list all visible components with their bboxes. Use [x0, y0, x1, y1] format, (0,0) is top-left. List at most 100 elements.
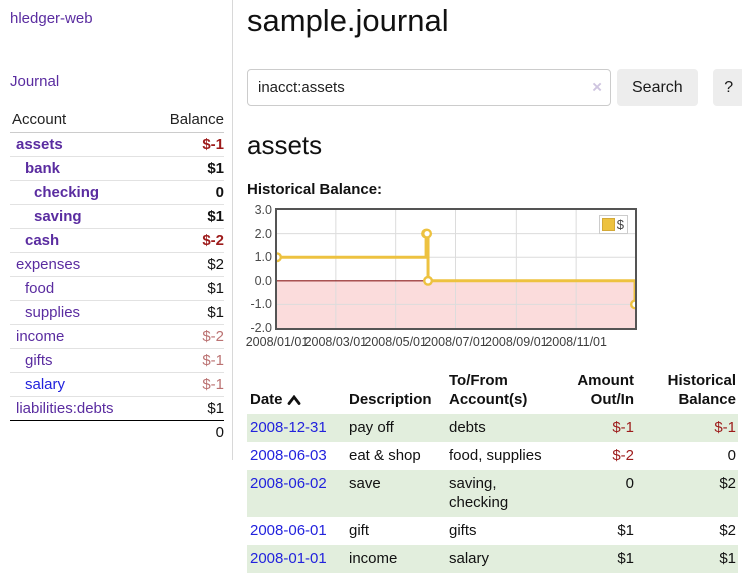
legend-swatch-icon	[601, 218, 615, 231]
help-button[interactable]: ?	[712, 69, 742, 106]
transaction-description: pay off	[349, 419, 394, 436]
y-tick-label: 1.0	[254, 250, 272, 265]
transaction-balance: 0	[727, 447, 736, 464]
account-link[interactable]: checking	[34, 184, 100, 201]
transaction-balance: $2	[719, 522, 736, 539]
transaction-amount: $-2	[612, 447, 634, 464]
y-tick-label: 2.0	[254, 226, 272, 241]
account-link[interactable]: income	[16, 328, 65, 345]
account-row: liabilities:debts $1	[10, 396, 224, 421]
account-balance: $2	[148, 252, 224, 277]
transaction-accounts: salary	[449, 550, 490, 567]
account-balance: $1	[148, 156, 224, 181]
account-link[interactable]: salary	[25, 376, 66, 393]
register-header-balance[interactable]: Historical Balance	[667, 372, 736, 408]
accounts-total-row: 0	[10, 420, 224, 444]
account-row: salary $-1	[10, 372, 224, 397]
page-title: sample.journal	[247, 3, 449, 38]
account-balance: $1	[148, 276, 224, 301]
account-link[interactable]: expenses	[16, 256, 81, 273]
accounts-header-balance: Balance	[148, 109, 224, 133]
transaction-row: 2008-06-02 save saving, checking 0 $2	[247, 470, 738, 517]
account-link[interactable]: liabilities:debts	[16, 400, 114, 417]
transaction-balance: $1	[719, 550, 736, 567]
account-row: food $1	[10, 276, 224, 301]
x-tick-label: 2008/11/01	[545, 335, 607, 349]
x-tick-label: 2008/09/01	[485, 335, 548, 349]
account-row: saving $1	[10, 204, 224, 229]
historical-balance-label: Historical Balance:	[247, 181, 383, 198]
transaction-description: gift	[349, 522, 370, 539]
transaction-amount: 0	[625, 475, 634, 492]
historical-balance-chart: 3.0 2.0 1.0 0.0 -1.0 -2.0 $ 2008/01/01 2008/03…	[246, 203, 742, 353]
register-header-amount[interactable]: Amount Out/In	[577, 372, 634, 408]
account-balance: $1	[148, 204, 224, 229]
account-row: bank $1	[10, 156, 224, 181]
chart-legend: $	[598, 215, 628, 234]
transaction-description: save	[349, 475, 381, 492]
transaction-description: eat & shop	[349, 447, 421, 464]
y-tick-label: -2.0	[250, 321, 272, 335]
brand-link[interactable]: hledger-web	[10, 10, 93, 27]
y-tick-label: 0.0	[254, 273, 272, 288]
transaction-balance: $-1	[714, 419, 736, 436]
register-header-description[interactable]: Description	[349, 391, 432, 408]
account-row: income $-2	[10, 324, 224, 349]
transaction-date-link[interactable]: 2008-12-31	[250, 419, 327, 436]
transaction-row: 2008-01-01 income salary $1 $1	[247, 545, 738, 573]
account-link[interactable]: supplies	[25, 304, 81, 321]
x-tick-label: 2008/07/01	[424, 335, 487, 349]
transaction-date-link[interactable]: 2008-01-01	[250, 550, 327, 567]
account-balance: $-1	[148, 372, 224, 397]
chart-x-axis: 2008/01/01 2008/03/01 2008/05/01 2008/07/01…	[246, 335, 639, 353]
account-row: gifts $-1	[10, 348, 224, 373]
account-row: expenses $2	[10, 252, 224, 277]
clear-search-icon[interactable]: ×	[592, 77, 602, 97]
transaction-accounts: food, supplies	[449, 447, 542, 464]
transaction-accounts: gifts	[449, 522, 477, 539]
register-header-date[interactable]: Date	[247, 369, 346, 414]
transaction-amount: $1	[617, 522, 634, 539]
accounts-total-value: 0	[148, 420, 224, 444]
account-balance: $-1	[148, 348, 224, 373]
main-content: sample.journal × Search ? assets Histori…	[233, 0, 742, 573]
transaction-accounts: debts	[449, 419, 486, 436]
x-tick-label: 2008/01/01	[245, 335, 309, 349]
account-balance: $-2	[148, 324, 224, 349]
transaction-accounts: saving, checking	[449, 475, 509, 511]
account-row: assets $-1	[10, 133, 224, 157]
account-balance: $-2	[148, 228, 224, 253]
account-row: supplies $1	[10, 300, 224, 325]
account-balance: 0	[148, 180, 224, 205]
x-tick-label: 2008/05/01	[364, 335, 427, 349]
register-table: Date Description To/From Account(s) Amou…	[247, 369, 738, 573]
search-input[interactable]	[247, 69, 611, 106]
transaction-row: 2008-06-01 gift gifts $1 $2	[247, 517, 738, 545]
sort-ascending-icon	[287, 394, 300, 405]
search-bar: × Search ?	[247, 69, 742, 106]
sidebar-item-journal[interactable]: Journal	[10, 73, 60, 90]
account-link[interactable]: cash	[25, 232, 60, 249]
accounts-table: Account Balance assets $-1 bank $1 checking 0…	[10, 109, 224, 444]
account-row: checking 0	[10, 180, 224, 205]
account-link[interactable]: gifts	[25, 352, 53, 369]
y-tick-label: 3.0	[254, 203, 272, 217]
account-link[interactable]: bank	[25, 160, 61, 177]
account-heading: assets	[247, 130, 323, 160]
register-header-accounts[interactable]: To/From Account(s)	[449, 372, 528, 408]
transaction-date-link[interactable]: 2008-06-01	[250, 522, 327, 539]
transaction-date-link[interactable]: 2008-06-03	[250, 447, 327, 464]
account-link[interactable]: assets	[16, 136, 63, 153]
chart-plot-area[interactable]: $	[275, 208, 637, 330]
transaction-balance: $2	[719, 475, 736, 492]
account-balance: $-1	[202, 136, 224, 153]
account-balance: $1	[148, 300, 224, 325]
account-balance: $1	[148, 396, 224, 421]
account-link[interactable]: food	[25, 280, 55, 297]
account-link[interactable]: saving	[34, 208, 82, 225]
transaction-date-link[interactable]: 2008-06-02	[250, 475, 327, 492]
transaction-row: 2008-06-03 eat & shop food, supplies $-2 0	[247, 442, 738, 470]
transaction-amount: $-1	[612, 419, 634, 436]
search-button[interactable]: Search	[617, 69, 698, 106]
